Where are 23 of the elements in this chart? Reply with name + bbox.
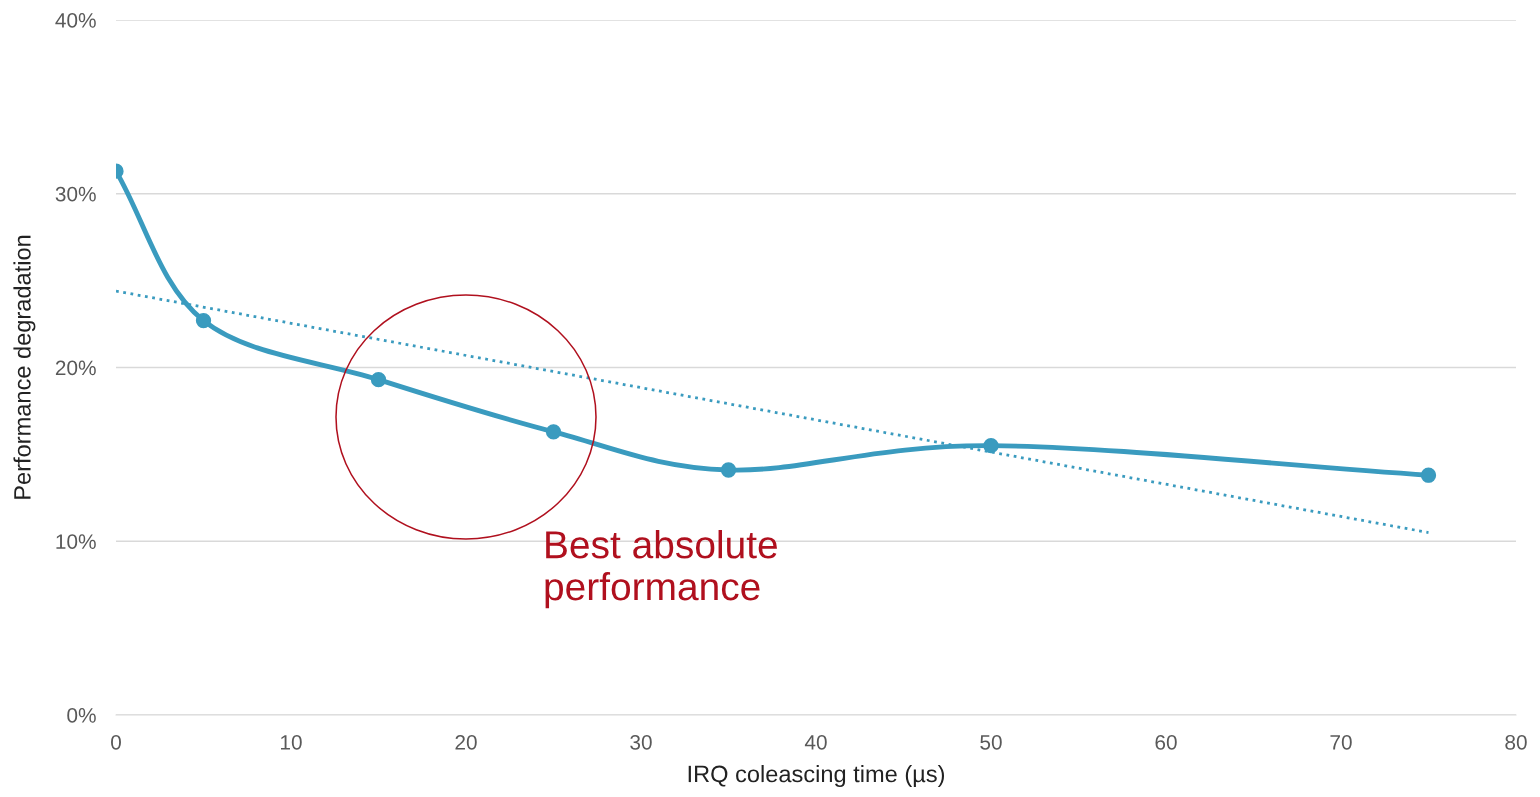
x-tick-label: 80 <box>1505 734 1527 750</box>
y-tick-label: 30% <box>55 186 96 202</box>
x-tick-label: 0 <box>111 734 121 750</box>
x-tick-label: 70 <box>1330 734 1352 750</box>
x-tick-label: 10 <box>281 734 302 750</box>
x-tick-label: 60 <box>1155 734 1177 750</box>
point <box>720 462 737 478</box>
point <box>983 438 999 454</box>
x-tick-label: 50 <box>980 734 1002 750</box>
x-tick-label: 20 <box>455 734 477 750</box>
y-tick-label: 40% <box>55 13 96 28</box>
point <box>370 372 387 388</box>
x-axis-title: IRQ coleascing time (µs) <box>688 764 945 787</box>
point <box>545 424 562 440</box>
y-tick-label: 10% <box>56 534 96 549</box>
x-tick-label: 30 <box>630 734 652 750</box>
point <box>195 312 212 329</box>
y-tick-label: 0% <box>67 708 96 723</box>
x-tick-label: 40 <box>804 734 827 750</box>
annotation: Best absolute performance <box>545 530 777 609</box>
point <box>1420 467 1437 483</box>
y-axis-title: Performance degradation <box>13 235 36 499</box>
y-tick-label: 20% <box>55 360 96 376</box>
